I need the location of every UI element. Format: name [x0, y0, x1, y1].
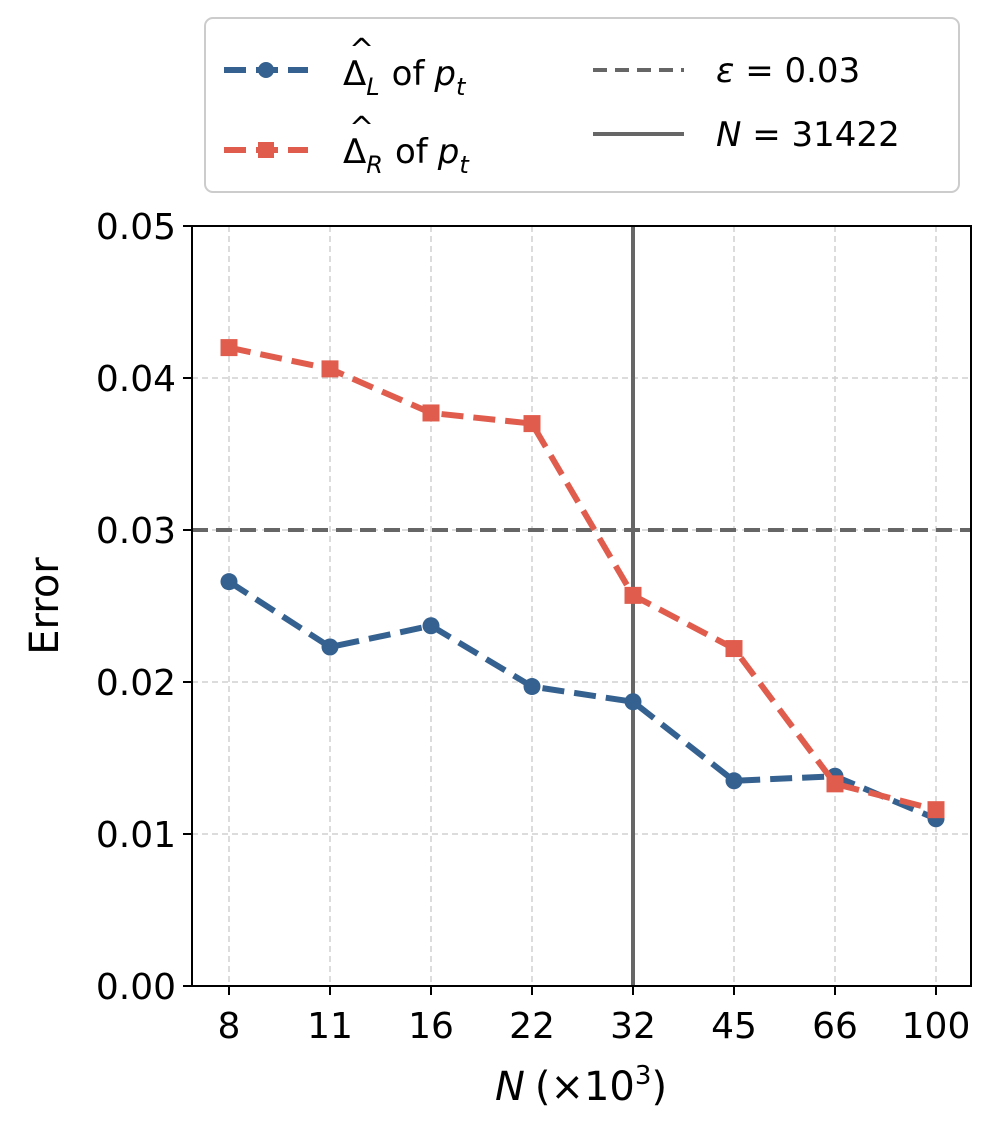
data-point-delta-r: [321, 360, 339, 378]
data-point-delta-l: [321, 638, 339, 656]
series-delta-r: [220, 339, 945, 819]
data-point-delta-l: [220, 573, 238, 591]
x-tick-label: 22: [509, 1006, 555, 1047]
data-point-delta-r: [422, 404, 440, 422]
y-axis: 0.00 0.01 0.02 0.03 0.04 0.05: [96, 207, 192, 1008]
reference-lines: [192, 226, 971, 986]
legend-label-n-threshold: N = 31422: [716, 115, 900, 155]
x-tick-label: 11: [307, 1006, 353, 1047]
x-tick-label: 8: [218, 1006, 241, 1047]
y-tick-label: 0.01: [96, 815, 176, 856]
x-axis: 8 11 16 22 32 45 66 100: [218, 986, 971, 1047]
data-point-delta-l: [523, 678, 541, 696]
y-tick-label: 0.02: [96, 663, 176, 704]
y-axis-label: Error: [22, 557, 68, 655]
x-axis-label: N (×103): [495, 1061, 667, 1110]
x-tick-label: 32: [610, 1006, 656, 1047]
y-tick-label: 0.03: [96, 511, 176, 552]
grid: [192, 225, 971, 987]
legend: ΔL of pt ^ ΔR of pt ^ ε = 0.03 N = 31422: [204, 17, 960, 193]
data-point-delta-l: [624, 693, 642, 711]
legend-label-delta-l: ΔL of pt: [343, 54, 467, 101]
series-group: [220, 339, 945, 828]
data-point-delta-r: [523, 415, 541, 433]
legend-hat-delta-l: ^: [349, 33, 374, 68]
plot-frame: [191, 225, 972, 987]
y-tick-label: 0.05: [96, 207, 176, 248]
x-tick-label: 16: [408, 1006, 454, 1047]
data-point-delta-r: [927, 801, 945, 819]
plot-area: 8 11 16 22 32 45 66 100 0.000.010.020.030.040.0…: [96, 207, 972, 1047]
y-tick-label: 0.04: [96, 359, 176, 400]
legend-entry-epsilon: ε = 0.03: [593, 51, 860, 91]
legend-label-epsilon: ε = 0.03: [716, 51, 860, 91]
data-point-delta-r: [624, 586, 642, 604]
legend-entry-n-threshold: N = 31422: [593, 115, 900, 155]
data-point-delta-r: [220, 339, 238, 357]
x-tick-label: 66: [812, 1006, 858, 1047]
legend-entry-delta-l: ΔL of pt ^: [224, 33, 467, 101]
y-tick-label: 0.00: [96, 967, 176, 1008]
data-point-delta-r: [725, 640, 743, 658]
legend-hat-delta-r: ^: [349, 111, 374, 146]
x-tick-label: 100: [902, 1006, 971, 1047]
data-point-delta-l: [725, 772, 743, 790]
legend-label-delta-r: ΔR of pt: [343, 132, 470, 179]
legend-marker-delta-l: [258, 62, 274, 78]
series-line-delta-r: [228, 344, 937, 813]
series-line-delta-l: [227, 579, 938, 822]
legend-box: [204, 17, 960, 193]
legend-marker-delta-r: [258, 142, 274, 158]
data-point-delta-l: [422, 617, 440, 635]
legend-entry-delta-r: ΔR of pt ^: [224, 111, 470, 179]
data-point-delta-r: [826, 775, 844, 793]
x-tick-label: 45: [711, 1006, 757, 1047]
